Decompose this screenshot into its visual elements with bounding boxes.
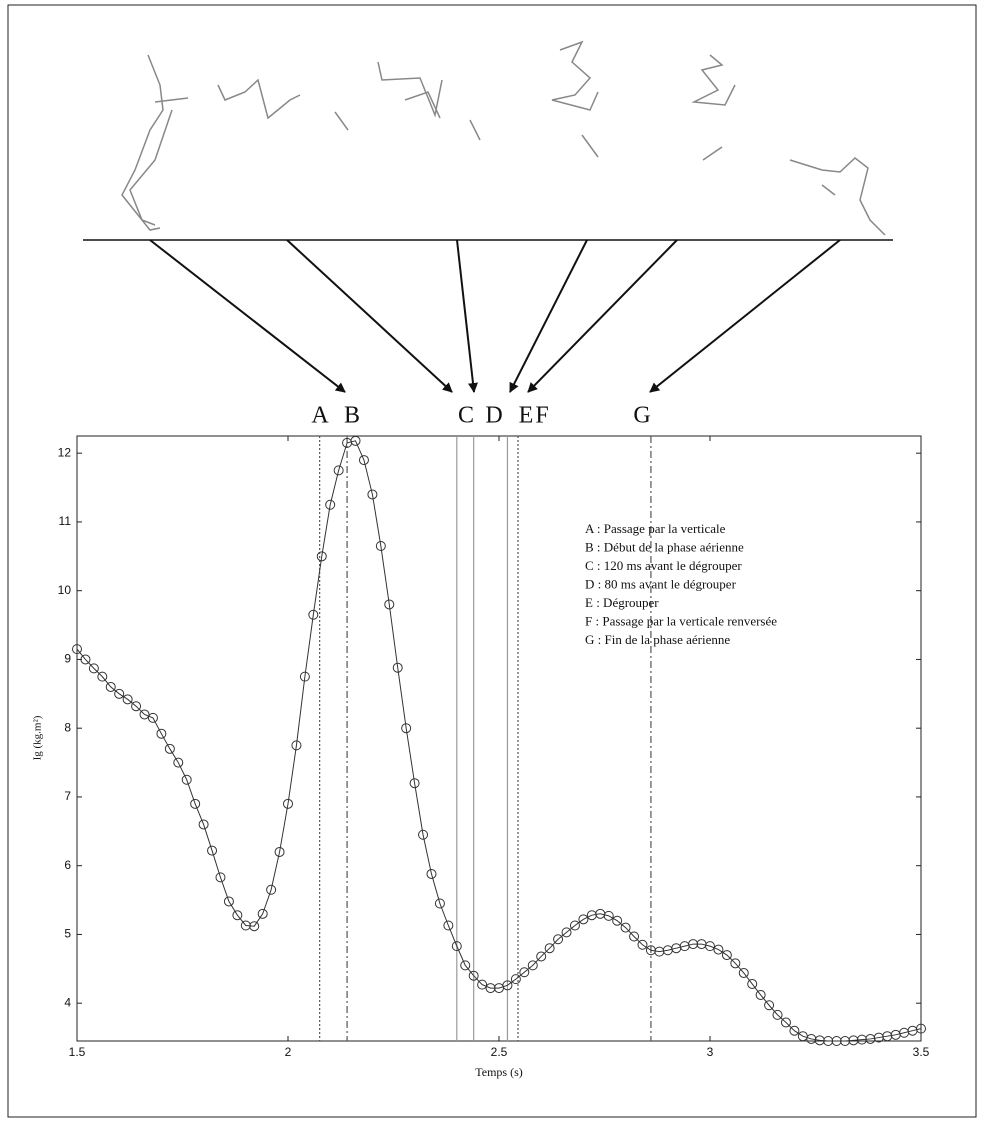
y-tick-label: 8	[64, 720, 71, 734]
y-tick-label: 5	[64, 927, 71, 941]
frame	[8, 5, 976, 1117]
y-tick-label: 11	[59, 514, 72, 528]
legend-text: B : Début de la phase aérienne	[585, 539, 744, 554]
page: Temps (s) Ig (kg.m²) 4 5 6 7 8 9 10 11 12 1.5 2 2.5…	[0, 0, 986, 1123]
event-letter: G	[633, 403, 650, 429]
legend-text: F : Passage par la verticale renversée	[585, 613, 777, 628]
x-tick-label: 3.5	[913, 1045, 930, 1059]
x-tick-label: 2	[285, 1045, 292, 1059]
y-tick-label: 7	[64, 789, 71, 803]
figure: Temps (s) Ig (kg.m²) 4 5 6 7 8 9 10 11 12 1.5 2 2.5…	[0, 0, 986, 1123]
y-axis-label: Ig (kg.m²)	[32, 715, 44, 760]
y-tick-label: 4	[64, 995, 71, 1009]
y-tick-label: 12	[58, 445, 72, 459]
x-tick-label: 3	[707, 1045, 714, 1059]
y-tick-label: 6	[64, 858, 71, 872]
plot-frame	[77, 436, 921, 1041]
x-tick-label: 2.5	[491, 1045, 508, 1059]
curve	[77, 441, 921, 1041]
event-letter: F	[535, 403, 548, 429]
y-tick-label: 9	[64, 652, 71, 666]
x-axis-label: Temps (s)	[475, 1065, 522, 1079]
legend-text: A : Passage par la verticale	[585, 521, 726, 536]
event-letter: E	[519, 403, 534, 429]
legend-text: D : 80 ms avant le dégrouper	[585, 576, 737, 591]
x-tick-label: 1.5	[69, 1045, 86, 1059]
event-letter: C	[458, 403, 474, 429]
legend-text: G : Fin de la phase aérienne	[585, 632, 730, 647]
event-letter: A	[311, 403, 329, 429]
stick-figures	[122, 42, 885, 235]
legend-text: C : 120 ms avant le dégrouper	[585, 558, 742, 573]
legend-text: E : Dégrouper	[585, 595, 659, 610]
event-letter: B	[344, 403, 360, 429]
arrows	[150, 240, 840, 392]
event-letter: D	[485, 403, 502, 429]
y-tick-label: 10	[58, 583, 72, 597]
